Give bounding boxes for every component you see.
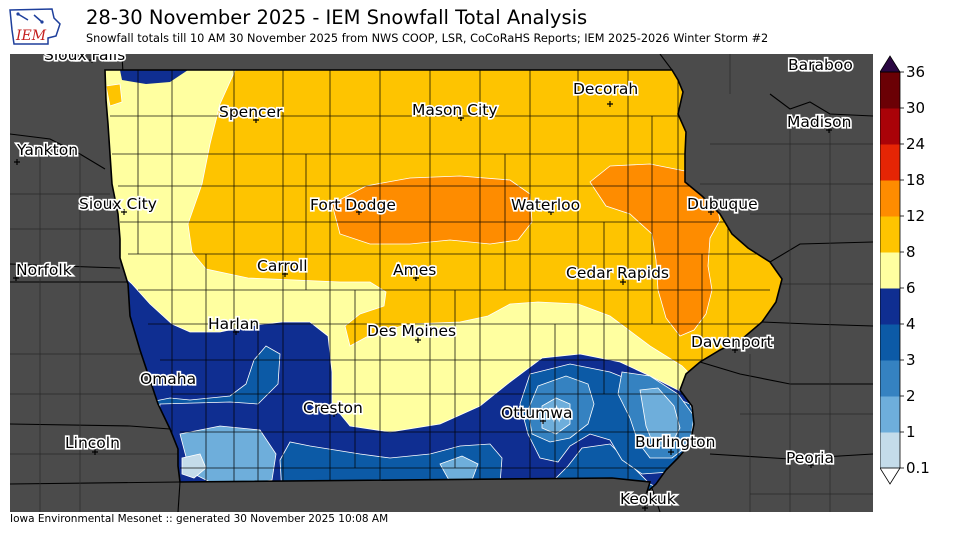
zone-0-1-southwest (181, 453, 207, 479)
city-label-spencer: Spencer (219, 103, 283, 121)
city-label-norfolk: Norfolk (16, 261, 72, 279)
city-label-dubuque: Dubuque (687, 195, 758, 213)
city-label-peoria: Peoria (786, 449, 834, 467)
colorbar-swatch (880, 144, 900, 181)
iowa-state-outline (104, 69, 783, 495)
colorbar-tick-label: 4 (906, 315, 916, 333)
colorbar-tick-label: 0.1 (906, 459, 930, 477)
map-title: 28-30 November 2025 - IEM Snowfall Total… (86, 6, 588, 29)
footer-attribution: Iowa Environmental Mesonet :: generated … (10, 513, 389, 525)
colorbar-swatch (880, 180, 900, 217)
city-label-cedar-rapids: Cedar Rapids (566, 264, 669, 282)
city-label-decorah: Decorah (573, 80, 638, 98)
colorbar-tick-label: 24 (906, 135, 925, 153)
colorbar-tick-label: 30 (906, 99, 925, 117)
city-label-davenport: Davenport (691, 333, 773, 351)
colorbar-swatch (880, 396, 900, 433)
colorbar-tick-label: 6 (906, 279, 916, 297)
colorbar-tick-label: 1 (906, 423, 916, 441)
city-label-fort-dodge: Fort Dodge (310, 196, 396, 214)
iowa-snowfall-field (105, 70, 782, 492)
city-label-omaha: Omaha (140, 370, 196, 388)
city-label-ottumwa: Ottumwa (501, 404, 572, 422)
city-label-madison: Madison (787, 113, 851, 131)
city-label-baraboo: Baraboo (788, 56, 853, 74)
iowa-county-lines (110, 70, 770, 492)
colorbar-tick-label: 8 (906, 243, 916, 261)
city-label-sioux-falls: Sioux Falls (44, 54, 125, 64)
colorbar-swatch (880, 432, 900, 469)
colorbar-swatches (880, 55, 901, 485)
colorbar-swatch (880, 324, 900, 361)
city-label-waterloo: Waterloo (511, 196, 580, 214)
zone-12-18-north-central (331, 175, 533, 245)
state-borders (10, 54, 873, 512)
city-label-creston: Creston (303, 399, 363, 417)
snowfall-map: Sioux Falls Baraboo Decorah Spencer Maso… (10, 54, 873, 512)
city-label-ames: Ames (393, 261, 436, 279)
city-label-sioux-city: Sioux City (79, 195, 157, 213)
zone-3-4-southwest (149, 345, 711, 492)
city-label-harlan: Harlan (208, 315, 259, 333)
colorbar-swatch (880, 252, 900, 289)
colorbar-swatch (880, 360, 900, 397)
colorbar-tick-label: 18 (906, 171, 925, 189)
city-label-yankton: Yankton (16, 141, 78, 159)
county-lines-neighbors (10, 54, 873, 512)
city-label-mason-city: Mason City (412, 101, 498, 119)
city-label-des-moines: Des Moines (367, 322, 456, 340)
colorbar-extend-min (880, 467, 901, 485)
city-labels: Sioux Falls Baraboo Decorah Spencer Maso… (14, 54, 854, 510)
colorbar-swatch (880, 216, 900, 253)
colorbar-extend-max (880, 55, 901, 73)
colorbar-swatch (880, 108, 900, 145)
zone-1-2-ottumwa (541, 397, 571, 435)
colorbar-tick-label: 36 (906, 63, 925, 81)
svg-text:IEM: IEM (15, 28, 47, 44)
iem-logo: IEM (9, 8, 61, 45)
city-markers (13, 57, 832, 511)
colorbar-swatch (880, 72, 900, 109)
city-label-keokuk: Keokuk (620, 490, 676, 508)
zone-1-2-burlington (639, 387, 681, 447)
colorbar-tick-label: 12 (906, 207, 925, 225)
city-label-burlington: Burlington (635, 433, 716, 451)
city-label-carroll: Carroll (257, 257, 308, 275)
colorbar-tick-label: 2 (906, 387, 916, 405)
colorbar-frame (880, 71, 901, 469)
zone-4-6-northwest-corner (120, 70, 188, 84)
map-subtitle: Snowfall totals till 10 AM 30 November 2… (86, 32, 769, 45)
colorbar-swatch (880, 288, 900, 325)
zone-8-12-patch-northwest (105, 83, 123, 107)
colorbar-tick-label: 3 (906, 351, 916, 369)
city-label-lincoln: Lincoln (65, 434, 120, 452)
